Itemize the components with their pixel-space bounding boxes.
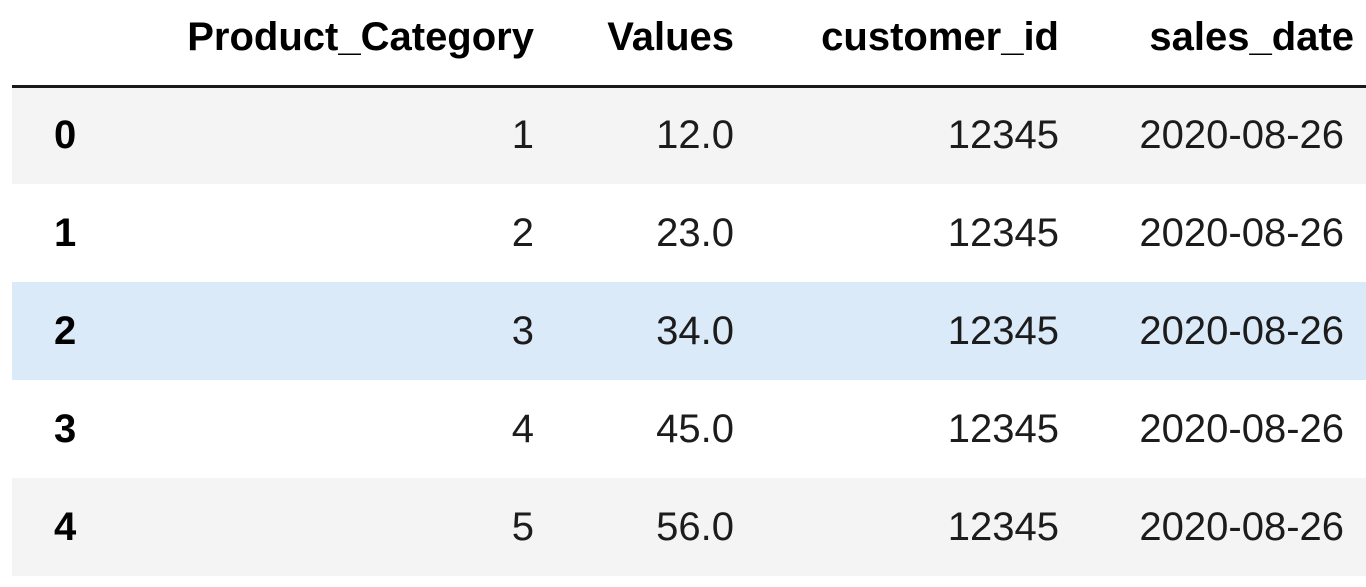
cell-product-category: 1: [511, 113, 534, 158]
cell-values: 34.0: [656, 308, 734, 353]
cell-values: 23.0: [656, 210, 734, 255]
row-index: 0: [54, 113, 77, 158]
column-header-values: Values: [546, 0, 746, 88]
cell-values: 12.0: [656, 113, 734, 158]
table-row: 3 4 45.0 12345 2020-08-26: [12, 380, 1366, 478]
cell-values: 45.0: [656, 406, 734, 451]
row-index: 1: [54, 210, 77, 255]
header-row: Product_Category Values customer_id sale…: [12, 0, 1366, 88]
column-header-product-category: Product_Category: [122, 0, 546, 88]
cell-sales-date: 2020-08-26: [1139, 210, 1344, 255]
cell-customer-id: 12345: [947, 504, 1059, 549]
cell-customer-id: 12345: [947, 113, 1059, 158]
cell-sales-date: 2020-08-26: [1139, 504, 1344, 549]
cell-product-category: 3: [511, 308, 534, 353]
row-index: 4: [54, 504, 77, 549]
cell-customer-id: 12345: [947, 406, 1059, 451]
table-row: 0 1 12.0 12345 2020-08-26: [12, 86, 1366, 184]
cell-product-category: 4: [511, 406, 534, 451]
table-row: 4 5 56.0 12345 2020-08-26: [12, 478, 1366, 576]
table-row-highlighted: 2 3 34.0 12345 2020-08-26: [12, 282, 1366, 380]
index-column-header: [12, 0, 122, 88]
cell-product-category: 5: [511, 504, 534, 549]
cell-values: 56.0: [656, 504, 734, 549]
row-index: 2: [54, 308, 77, 353]
dataframe-table: Product_Category Values customer_id sale…: [12, 0, 1366, 576]
cell-sales-date: 2020-08-26: [1139, 113, 1344, 158]
table-row: 1 2 23.0 12345 2020-08-26: [12, 184, 1366, 282]
cell-sales-date: 2020-08-26: [1139, 308, 1344, 353]
cell-customer-id: 12345: [947, 210, 1059, 255]
column-header-sales-date: sales_date: [1071, 0, 1366, 88]
row-index: 3: [54, 406, 77, 451]
cell-sales-date: 2020-08-26: [1139, 406, 1344, 451]
column-header-customer-id: customer_id: [746, 0, 1071, 88]
table-header: Product_Category Values customer_id sale…: [12, 0, 1366, 88]
table-body: 0 1 12.0 12345 2020-08-26 1 2 23.0 12345…: [12, 86, 1366, 576]
cell-product-category: 2: [511, 210, 534, 255]
cell-customer-id: 12345: [947, 308, 1059, 353]
